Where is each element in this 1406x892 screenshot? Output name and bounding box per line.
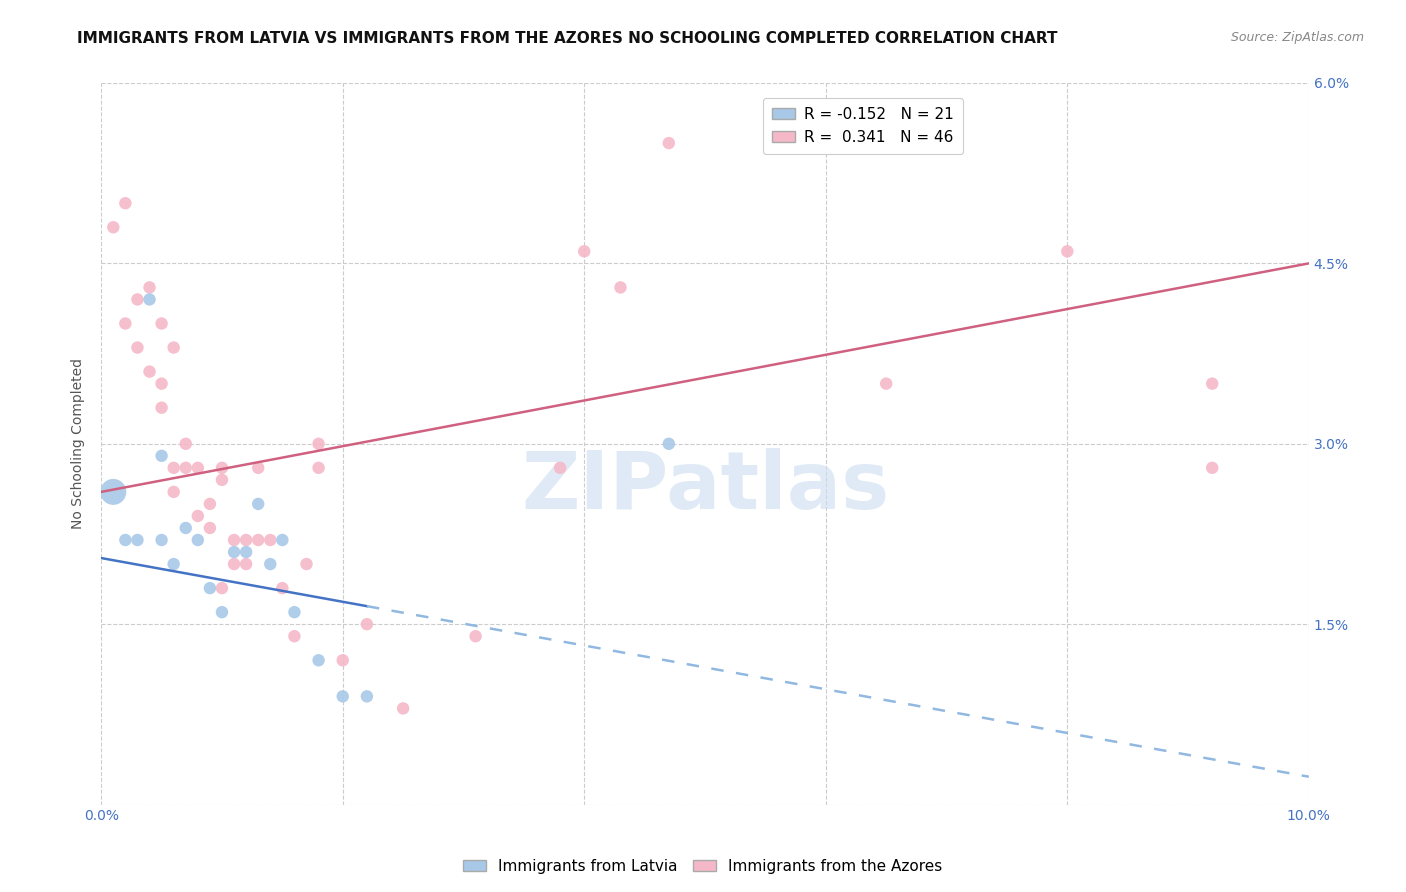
Point (222, 557, 245, 571)
Point (163, 484, 186, 499)
Point (548, 460, 571, 475)
Point (198, 497, 221, 511)
Point (308, 653, 330, 667)
Point (247, 460, 270, 475)
Point (174, 437, 197, 451)
Point (295, 557, 318, 571)
Point (138, 293, 160, 307)
Point (163, 460, 186, 475)
Text: ZIPatlas: ZIPatlas (520, 448, 889, 526)
Point (187, 533, 209, 547)
Point (356, 617, 378, 632)
Point (235, 533, 257, 547)
Point (247, 497, 270, 511)
Point (138, 280, 160, 294)
Point (271, 581, 294, 595)
Point (283, 605, 305, 619)
Point (222, 545, 245, 559)
Point (247, 533, 270, 547)
Legend: Immigrants from Latvia, Immigrants from the Azores: Immigrants from Latvia, Immigrants from … (457, 853, 949, 880)
Point (174, 460, 197, 475)
Point (211, 581, 233, 595)
Point (658, 136, 681, 150)
Point (332, 690, 354, 704)
Point (211, 460, 233, 475)
Point (1201, 460, 1223, 475)
Point (356, 690, 378, 704)
Point (1201, 376, 1223, 391)
Point (658, 437, 681, 451)
Point (211, 605, 233, 619)
Point (259, 533, 281, 547)
Point (211, 473, 233, 487)
Point (114, 196, 136, 211)
Point (235, 557, 257, 571)
Point (150, 376, 173, 391)
Point (174, 521, 197, 535)
Point (127, 533, 149, 547)
Point (114, 317, 136, 331)
Point (308, 437, 330, 451)
Point (163, 557, 186, 571)
Point (308, 460, 330, 475)
Point (103, 484, 125, 499)
Point (150, 449, 173, 463)
Point (127, 341, 149, 355)
Point (574, 244, 596, 259)
Point (150, 401, 173, 415)
Point (187, 460, 209, 475)
Point (609, 280, 631, 294)
Point (127, 293, 149, 307)
Point (150, 533, 173, 547)
Point (875, 376, 897, 391)
Point (222, 533, 245, 547)
Y-axis label: No Schooling Completed: No Schooling Completed (72, 359, 86, 529)
Point (464, 629, 486, 643)
Point (259, 557, 281, 571)
Point (138, 365, 160, 379)
Point (187, 508, 209, 523)
Text: IMMIGRANTS FROM LATVIA VS IMMIGRANTS FROM THE AZORES NO SCHOOLING COMPLETED CORR: IMMIGRANTS FROM LATVIA VS IMMIGRANTS FRO… (77, 31, 1057, 46)
Point (392, 701, 415, 715)
Point (1056, 244, 1078, 259)
Point (283, 629, 305, 643)
Point (332, 653, 354, 667)
Point (103, 220, 125, 235)
Point (163, 341, 186, 355)
Point (271, 533, 294, 547)
Legend: R = -0.152   N = 21, R =  0.341   N = 46: R = -0.152 N = 21, R = 0.341 N = 46 (763, 98, 963, 153)
Point (114, 533, 136, 547)
Point (198, 521, 221, 535)
Point (235, 545, 257, 559)
Text: Source: ZipAtlas.com: Source: ZipAtlas.com (1230, 31, 1364, 45)
Point (198, 581, 221, 595)
Point (150, 317, 173, 331)
